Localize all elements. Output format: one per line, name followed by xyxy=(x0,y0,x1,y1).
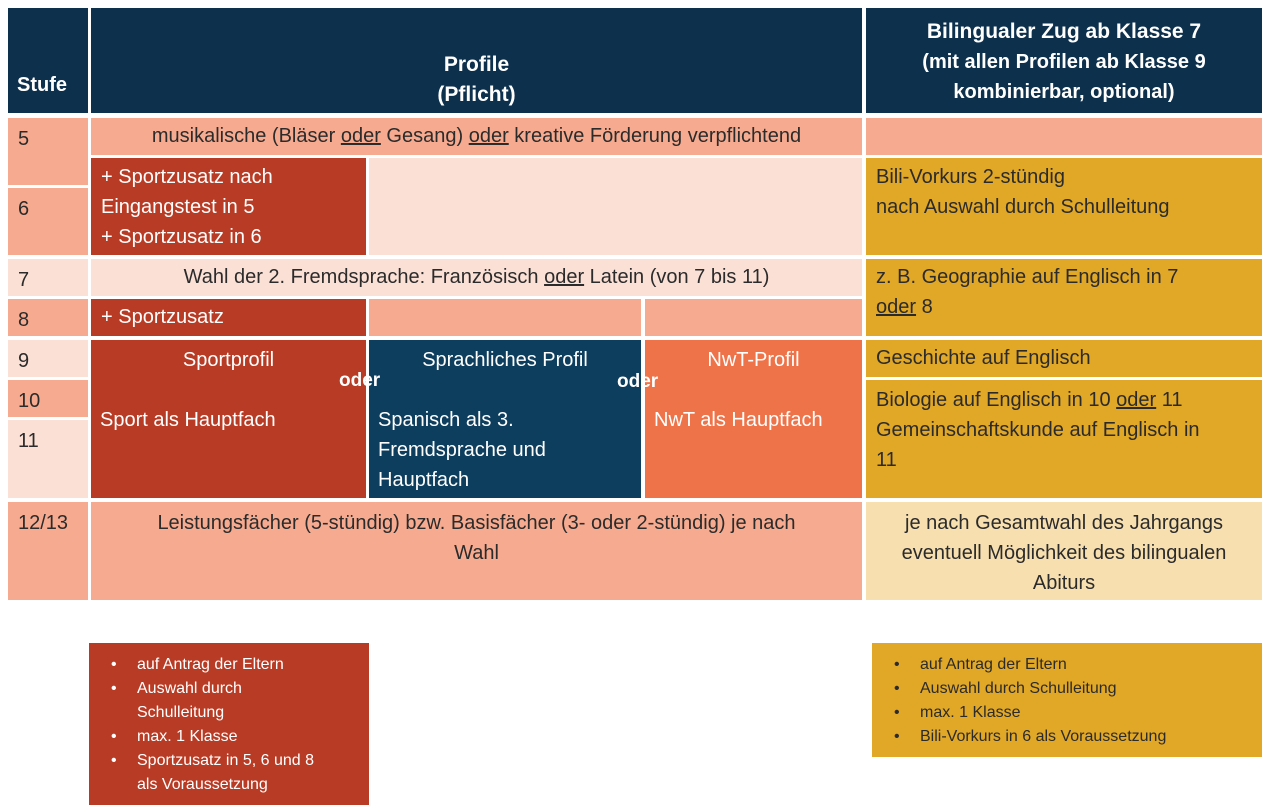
note-bili-item: Bili-Vorkurs in 6 als Voraussetzung xyxy=(894,725,1262,749)
stufe-7-label: 7 xyxy=(18,269,30,291)
header-bili-subtitle-2: kombinierbar, optional) xyxy=(953,81,1175,103)
sprachliches-profil: Sprachliches Profil Spanisch als 3. Frem… xyxy=(369,340,641,498)
row7-oder: oder xyxy=(544,266,585,288)
sportprofil-title: Sportprofil xyxy=(182,349,275,371)
row5-musik: musikalische (Bläser oder Gesang) oder k… xyxy=(91,118,862,155)
oder-label-1: oder xyxy=(339,370,381,391)
row1213-line-1: Leistungsfächer (5-stündig) bzw. Basisfä… xyxy=(157,512,796,534)
stufe-10: 10 xyxy=(8,380,88,417)
note-sportprofil-text: Auswahl durch xyxy=(137,680,242,697)
row6-sport-line-2: Eingangstest in 5 xyxy=(101,196,255,218)
row5-bili xyxy=(866,118,1262,155)
row10-bili-text-1: Biologie auf Englisch in 10 xyxy=(876,389,1117,411)
header-bili-title: Bilingualer Zug ab Klasse 7 xyxy=(926,20,1202,43)
row6-sportzusatz: + Sportzusatz nach Eingangstest in 5 + S… xyxy=(91,158,366,255)
stufe-7: 7 xyxy=(8,259,88,296)
nwt-profil: NwT-Profil NwT als Hauptfach xyxy=(645,340,862,498)
sportprofil-text: Sport als Hauptfach xyxy=(100,409,276,431)
row8-sport-label: + Sportzusatz xyxy=(101,306,224,328)
row7-8-bili: z. B. Geographie auf Englisch in 7 oder … xyxy=(866,259,1262,336)
row7-bili-text: 8 xyxy=(916,296,933,318)
row8-empty-1 xyxy=(369,299,641,336)
sprachliches-profil-line-3: Hauptfach xyxy=(378,469,470,491)
row1213-bili: je nach Gesamtwahl des Jahrgangs eventue… xyxy=(866,502,1262,600)
note-sportprofil-text: als Voraussetzung xyxy=(137,776,268,793)
row7-text-1: Wahl der 2. Fremdsprache: Französisch xyxy=(183,266,545,288)
sprachliches-profil-text: Spanisch als 3. Fremdsprache und Hauptfa… xyxy=(378,405,546,495)
row6-sport-line-1: + Sportzusatz nach xyxy=(101,166,273,188)
header-profile: Profile (Pflicht) xyxy=(91,8,862,113)
row10-bili-line-1: Biologie auf Englisch in 10 oder 11 xyxy=(876,385,1252,415)
header-profile-title: Profile xyxy=(443,53,510,76)
row5-text-2: Gesang) xyxy=(380,125,469,147)
row5-oder-1: oder xyxy=(340,125,381,147)
note-bili-item: Auswahl durch Schulleitung xyxy=(894,677,1262,701)
stufe-8-label: 8 xyxy=(18,309,30,331)
stufe-6: 6 xyxy=(8,188,88,255)
row8-sportzusatz: + Sportzusatz xyxy=(91,299,366,336)
note-sportprofil-item: max. 1 Klasse xyxy=(111,725,369,749)
row10-bili-oder: oder xyxy=(1116,389,1157,411)
row10-bili-line-3: 11 xyxy=(876,449,897,471)
row6-bili-line-1: Bili-Vorkurs 2-stündig xyxy=(876,166,1065,188)
header-bili-subtitle-1: (mit allen Profilen ab Klasse 9 xyxy=(922,51,1206,73)
header-bili: Bilingualer Zug ab Klasse 7 (mit allen P… xyxy=(866,8,1262,113)
row10-11-bili: Biologie auf Englisch in 10 oder 11 Geme… xyxy=(866,380,1262,498)
row5-text-1: musikalische (Bläser xyxy=(151,125,341,147)
row1213-bili-line-3: Abiturs xyxy=(1032,572,1096,594)
row10-bili-line-2: Gemeinschaftskunde auf Englisch in xyxy=(876,419,1200,441)
stufe-8: 8 xyxy=(8,299,88,336)
row5-oder-2: oder xyxy=(468,125,509,147)
stufe-11-label: 11 xyxy=(18,430,39,452)
row6-bili: Bili-Vorkurs 2-stündig nach Auswahl durc… xyxy=(866,158,1262,255)
row1213-bili-line-2: eventuell Möglichkeit des bilingualen xyxy=(901,542,1227,564)
note-bili-item: max. 1 Klasse xyxy=(894,701,1262,725)
note-sportprofil: auf Antrag der Eltern Auswahl durch Schul… xyxy=(89,643,369,805)
row10-bili-text-2: 11 xyxy=(1156,389,1183,411)
note-sportprofil-text: Sportzusatz in 5, 6 und 8 xyxy=(137,752,314,769)
row7-text-2: Latein (von 7 bis 11) xyxy=(584,266,770,288)
note-sportprofil-item: Auswahl durch Schulleitung xyxy=(111,677,369,725)
row1213-faecher: Leistungsfächer (5-stündig) bzw. Basisfä… xyxy=(91,502,862,600)
stufe-5-label: 5 xyxy=(18,128,30,150)
stufe-12-13: 12/13 xyxy=(8,502,88,600)
nwt-profil-title: NwT-Profil xyxy=(707,349,800,371)
sportprofil: Sportprofil Sport als Hauptfach xyxy=(91,340,366,498)
row7-bili-line-1: z. B. Geographie auf Englisch in 7 xyxy=(876,266,1179,288)
sprachliches-profil-line-1: Spanisch als 3. xyxy=(378,409,514,431)
row7-bili-oder: oder xyxy=(876,296,917,318)
row8-empty-2 xyxy=(645,299,862,336)
row5-text-3: kreative Förderung verpflichtend xyxy=(508,125,802,147)
stufe-6-label: 6 xyxy=(18,198,30,220)
note-sportprofil-item: auf Antrag der Eltern xyxy=(111,653,369,677)
nwt-profil-text: NwT als Hauptfach xyxy=(654,409,823,431)
row7-fremdsprache: Wahl der 2. Fremdsprache: Französisch od… xyxy=(91,259,862,296)
note-sportprofil-list: auf Antrag der Eltern Auswahl durch Schul… xyxy=(89,653,369,797)
stufe-10-label: 10 xyxy=(18,390,41,412)
stufe-5: 5 xyxy=(8,118,88,185)
row1213-bili-line-1: je nach Gesamtwahl des Jahrgangs xyxy=(905,512,1223,534)
note-sportprofil-item: Sportzusatz in 5, 6 und 8 als Voraussetzu… xyxy=(111,749,369,797)
stufe-9: 9 xyxy=(8,340,88,377)
sprachliches-profil-line-2: Fremdsprache und xyxy=(378,439,546,461)
sprachliches-profil-title: Sprachliches Profil xyxy=(422,349,588,371)
row6-empty xyxy=(369,158,862,255)
row9-bili: Geschichte auf Englisch xyxy=(866,340,1262,377)
stufe-11: 11 xyxy=(8,420,88,498)
row7-bili-line-2: oder 8 xyxy=(876,292,1252,322)
header-profile-subtitle: (Pflicht) xyxy=(437,83,516,106)
oder-label-2: oder xyxy=(617,371,659,392)
stufe-9-label: 9 xyxy=(18,350,30,372)
header-stufe-label: Stufe xyxy=(17,74,67,96)
row6-sport-line-3: + Sportzusatz in 6 xyxy=(101,226,262,248)
note-bili-item: auf Antrag der Eltern xyxy=(894,653,1262,677)
row9-bili-label: Geschichte auf Englisch xyxy=(876,347,1091,369)
row1213-line-2: Wahl xyxy=(454,542,499,564)
note-bili: auf Antrag der Eltern Auswahl durch Schu… xyxy=(872,643,1262,757)
note-bili-list: auf Antrag der Eltern Auswahl durch Schu… xyxy=(872,653,1262,749)
row6-bili-line-2: nach Auswahl durch Schulleitung xyxy=(876,196,1170,218)
stufe-12-13-label: 12/13 xyxy=(18,512,69,534)
header-stufe: Stufe xyxy=(8,8,88,113)
note-sportprofil-text: Schulleitung xyxy=(137,704,225,721)
